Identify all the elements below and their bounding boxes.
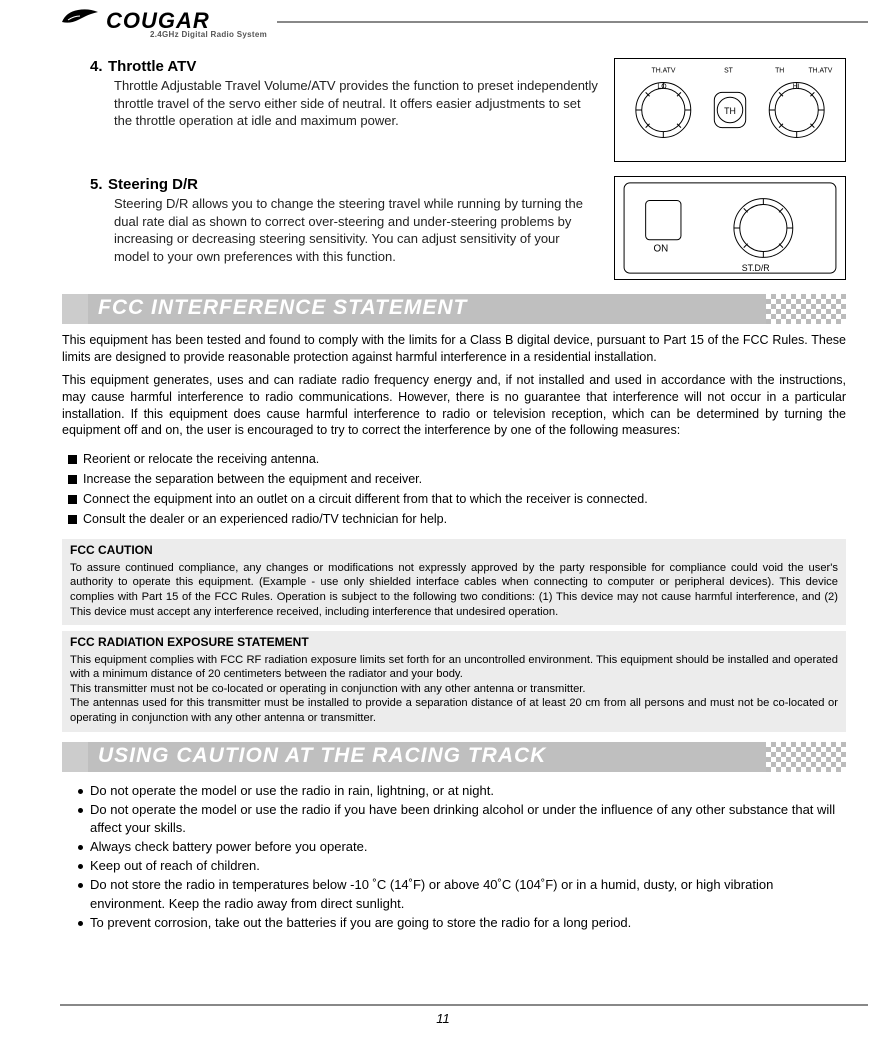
section-number: 5. — [90, 176, 108, 193]
footer-rule — [60, 1004, 868, 1006]
section-body: Steering D/R allows you to change the st… — [114, 195, 598, 265]
section-throttle-atv: 4.Throttle ATV Throttle Adjustable Trave… — [90, 58, 846, 162]
svg-text:TH: TH — [724, 106, 736, 116]
box-line: This transmitter must not be co-located … — [70, 682, 838, 697]
banner-track: USING CAUTION AT THE RACING TRACK — [62, 742, 846, 772]
brand-name: COUGAR — [106, 10, 267, 32]
box-body: To assure continued compliance, any chan… — [70, 561, 838, 619]
page-header: COUGAR 2.4GHz Digital Radio System — [0, 0, 886, 36]
cougar-icon — [60, 6, 100, 28]
page-number: 11 — [436, 1011, 450, 1026]
banner-spacer — [62, 742, 88, 772]
section-number: 4. — [90, 58, 108, 75]
svg-text:ST.D/R: ST.D/R — [742, 263, 770, 273]
manual-page: COUGAR 2.4GHz Digital Radio System 4.Thr… — [0, 0, 886, 1040]
page-footer: 11 — [0, 1004, 886, 1028]
list-item: Always check battery power before you op… — [78, 838, 846, 856]
list-item: To prevent corrosion, take out the batte… — [78, 914, 846, 932]
throttle-diagram: TH TH.ATV ST TH TH.ATV LO HI — [614, 58, 846, 162]
track-cautions-list: Do not operate the model or use the radi… — [0, 780, 886, 933]
svg-text:ON: ON — [654, 244, 669, 255]
section-heading: 4.Throttle ATV — [90, 58, 598, 75]
checker-icon — [766, 742, 846, 772]
box-title: FCC CAUTION — [70, 543, 838, 559]
list-item: Keep out of reach of children. — [78, 857, 846, 875]
fcc-para: This equipment has been tested and found… — [62, 332, 846, 366]
brand-subtitle: 2.4GHz Digital Radio System — [150, 30, 267, 39]
fcc-intro: This equipment has been tested and found… — [0, 332, 886, 439]
brand-block: COUGAR 2.4GHz Digital Radio System — [106, 10, 267, 39]
banner-fcc: FCC INTERFERENCE STATEMENT — [62, 294, 846, 324]
fcc-radiation-box: FCC RADIATION EXPOSURE STATEMENT This eq… — [62, 631, 846, 731]
section-steering-dr: 5.Steering D/R Steering D/R allows you t… — [90, 176, 846, 280]
list-item: Connect the equipment into an outlet on … — [68, 489, 846, 509]
list-item: Do not store the radio in temperatures b… — [78, 876, 846, 912]
checker-icon — [766, 294, 846, 324]
banner-spacer — [62, 294, 88, 324]
svg-text:LO: LO — [657, 83, 666, 90]
fcc-caution-box: FCC CAUTION To assure continued complian… — [62, 539, 846, 625]
box-line: The antennas used for this transmitter m… — [70, 696, 838, 725]
numbered-sections: 4.Throttle ATV Throttle Adjustable Trave… — [0, 36, 886, 280]
list-item: Do not operate the model or use the radi… — [78, 801, 846, 837]
steering-diagram: ON ST.D/R — [614, 176, 846, 280]
fcc-measures-list: Reorient or relocate the receiving anten… — [0, 445, 886, 535]
banner-title: FCC INTERFERENCE STATEMENT — [88, 294, 766, 324]
section-text: 5.Steering D/R Steering D/R allows you t… — [90, 176, 598, 280]
logo: COUGAR 2.4GHz Digital Radio System — [60, 6, 267, 39]
banner-title: USING CAUTION AT THE RACING TRACK — [88, 742, 766, 772]
list-item: Consult the dealer or an experienced rad… — [68, 509, 846, 529]
svg-text:TH.ATV: TH.ATV — [652, 68, 676, 75]
list-item: Reorient or relocate the receiving anten… — [68, 449, 846, 469]
section-title: Steering D/R — [108, 176, 198, 193]
list-item: Do not operate the model or use the radi… — [78, 782, 846, 800]
box-title: FCC RADIATION EXPOSURE STATEMENT — [70, 635, 838, 651]
svg-text:HI: HI — [793, 83, 800, 90]
header-rule — [277, 21, 868, 23]
svg-text:TH.ATV: TH.ATV — [808, 68, 832, 75]
section-body: Throttle Adjustable Travel Volume/ATV pr… — [114, 77, 598, 130]
list-item: Increase the separation between the equi… — [68, 469, 846, 489]
box-line: This equipment complies with FCC RF radi… — [70, 653, 838, 682]
section-text: 4.Throttle ATV Throttle Adjustable Trave… — [90, 58, 598, 162]
section-heading: 5.Steering D/R — [90, 176, 598, 193]
svg-text:ST: ST — [724, 68, 734, 75]
section-title: Throttle ATV — [108, 58, 196, 75]
svg-text:TH: TH — [775, 68, 784, 75]
fcc-para: This equipment generates, uses and can r… — [62, 372, 846, 440]
